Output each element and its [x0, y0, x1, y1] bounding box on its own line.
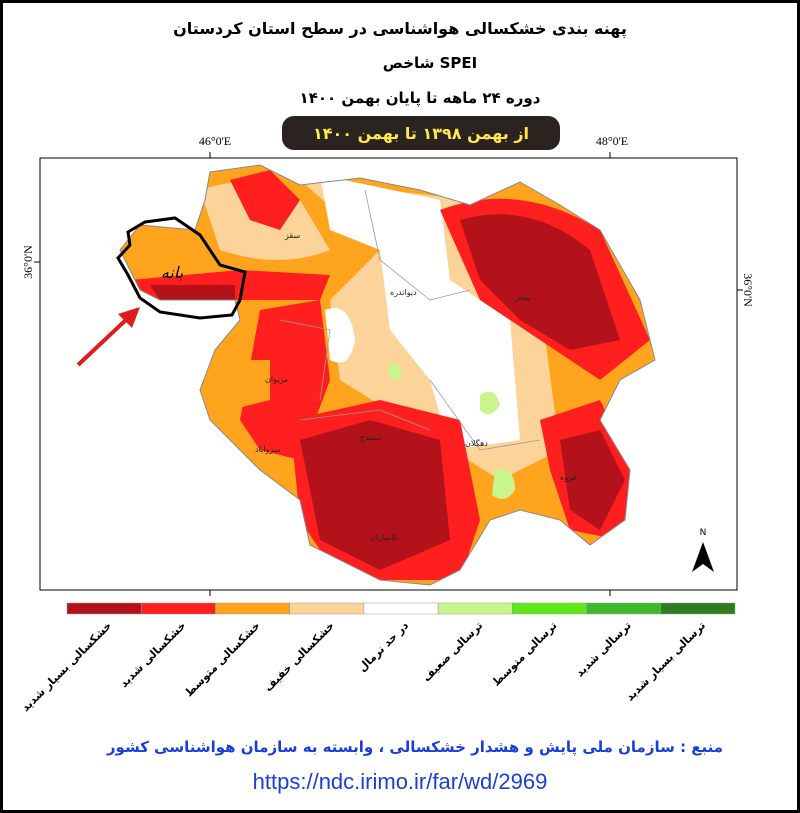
north-label: N — [700, 528, 707, 538]
index: شاخص SPEI — [383, 54, 478, 72]
legend-swatch — [215, 602, 290, 615]
coord-label: 48°0'E — [596, 134, 628, 148]
banner: از بهمن ۱۳۹۸ تا بهمن ۱۴۰۰ — [313, 124, 529, 143]
city: قروه — [560, 473, 576, 482]
city: مریوان — [265, 375, 288, 384]
legend-swatch — [437, 602, 513, 615]
legend-swatch — [363, 602, 439, 615]
legend-swatch — [289, 602, 365, 615]
period: دوره ۲۴ ماهه تا پایان بهمن ۱۴۰۰ — [300, 89, 541, 108]
banner-box — [282, 116, 560, 150]
legend-swatch — [660, 602, 736, 615]
annotation: بانه — [161, 263, 184, 282]
drought-map — [120, 165, 655, 585]
arrowhead — [118, 307, 140, 328]
city-labels: سقز دیواندره بیجار مریوان سروآباد سنندج … — [255, 231, 576, 542]
county-borders — [279, 189, 541, 451]
legend-swatch — [66, 602, 142, 615]
city: دهگلان — [465, 438, 488, 448]
city: دیواندره — [390, 288, 417, 297]
city: سنندج — [360, 433, 381, 442]
city: سقز — [284, 231, 300, 240]
title: پهنه بندی خشکسالی هواشناسی در سطح استان … — [173, 19, 627, 39]
coord-label: 36°0'N — [21, 245, 35, 279]
url[interactable]: https://ndc.irimo.ir/far/wd/2969 — [253, 769, 548, 794]
city: کامیاران — [370, 533, 398, 542]
coord-label: 46°0'E — [199, 134, 231, 148]
legend-swatch — [512, 602, 587, 615]
city: سروآباد — [255, 444, 281, 454]
north-arrow — [692, 542, 714, 572]
baneh-outline — [116, 216, 247, 320]
coord-label: 36°0'N — [741, 273, 755, 307]
source: منبع : سازمان ملی پایش و هشدار خشکسالی ،… — [106, 738, 723, 757]
city: بیجار — [514, 293, 531, 302]
arrow — [76, 316, 130, 367]
legend-swatch — [586, 602, 662, 615]
legend-swatch — [140, 602, 216, 615]
